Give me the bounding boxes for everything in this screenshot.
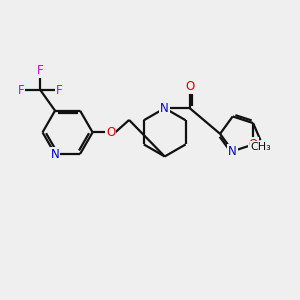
Text: O: O	[185, 80, 194, 93]
Text: O: O	[106, 126, 116, 139]
Text: F: F	[56, 83, 63, 97]
Text: N: N	[228, 145, 237, 158]
Text: N: N	[160, 102, 169, 115]
Text: F: F	[37, 64, 44, 77]
Text: O: O	[248, 138, 258, 151]
Text: CH₃: CH₃	[251, 142, 272, 152]
Text: F: F	[18, 83, 25, 97]
Text: N: N	[51, 148, 59, 160]
